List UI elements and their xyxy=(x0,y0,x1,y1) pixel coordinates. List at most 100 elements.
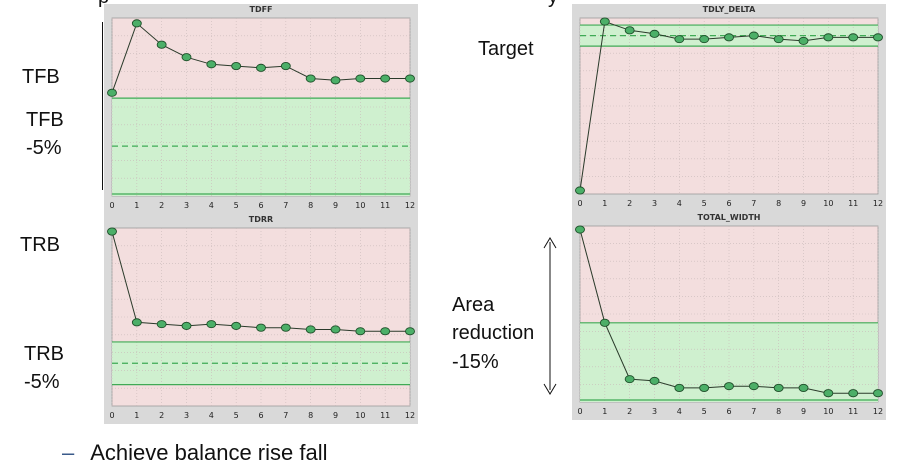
x-tick-label: 8 xyxy=(776,407,781,416)
x-tick-label: 2 xyxy=(627,407,632,416)
data-point xyxy=(405,327,415,336)
data-point xyxy=(599,318,610,327)
x-tick-label: 9 xyxy=(801,407,806,416)
data-point xyxy=(575,225,585,234)
data-point xyxy=(231,62,242,71)
data-point xyxy=(674,383,685,392)
data-point xyxy=(156,40,167,49)
label-tfb-pct: -5% xyxy=(26,137,62,159)
data-point xyxy=(305,325,316,334)
x-tick-label: 9 xyxy=(333,411,338,420)
label-target: Target xyxy=(478,38,534,60)
label-area-pct: -15% xyxy=(452,351,499,373)
x-tick-label: 11 xyxy=(848,199,858,208)
bullet-text: Achieve balance rise fall xyxy=(90,440,328,465)
data-point xyxy=(280,62,291,71)
x-tick-label: 10 xyxy=(355,201,365,210)
x-tick-label: 12 xyxy=(873,199,883,208)
x-tick-label: 5 xyxy=(234,411,239,420)
x-tick-label: 10 xyxy=(823,407,833,416)
data-point xyxy=(699,383,710,392)
data-point xyxy=(748,382,759,391)
data-point xyxy=(181,53,192,62)
x-tick-label: 8 xyxy=(308,201,313,210)
data-point xyxy=(674,35,685,44)
chart-svg: 0 1 2 3 4 5 6 7 8 9 10 11 12 xyxy=(107,17,415,210)
data-point xyxy=(773,35,784,44)
chart-title: TDLY_DELTA xyxy=(702,5,756,14)
chart-title: TDFF xyxy=(249,5,273,14)
label-trb-pct: -5% xyxy=(24,371,60,393)
x-tick-label: 11 xyxy=(848,407,858,416)
x-tick-label: 7 xyxy=(283,411,288,420)
x-tick-label: 2 xyxy=(627,199,632,208)
data-point xyxy=(873,33,883,42)
data-point xyxy=(206,60,217,69)
x-tick-label: 6 xyxy=(726,199,731,208)
x-tick-label: 9 xyxy=(801,199,806,208)
label-tfb: TFB xyxy=(22,66,60,88)
data-point xyxy=(231,321,242,330)
data-point xyxy=(798,383,809,392)
tfb-bracket-line xyxy=(102,22,103,190)
label-trb: TRB xyxy=(20,234,60,256)
data-point xyxy=(649,29,660,38)
data-point xyxy=(256,323,266,332)
x-tick-label: 12 xyxy=(873,407,883,416)
chart-panel-total-width: TOTAL_WIDTH 0 1 2 3 4 5 6 7 8 9 10 11 12 xyxy=(572,212,886,420)
x-tick-label: 1 xyxy=(602,199,607,208)
data-point xyxy=(575,186,585,195)
x-tick-label: 10 xyxy=(355,411,365,420)
data-point xyxy=(624,375,635,384)
x-tick-label: 4 xyxy=(209,411,214,420)
x-tick-label: 7 xyxy=(751,199,756,208)
data-point xyxy=(798,36,809,45)
data-point xyxy=(305,74,316,83)
data-point xyxy=(823,33,834,42)
x-tick-label: 3 xyxy=(184,201,189,210)
x-tick-label: 8 xyxy=(308,411,313,420)
data-point xyxy=(649,376,660,385)
x-tick-label: 10 xyxy=(823,199,833,208)
data-point xyxy=(107,88,117,97)
x-tick-label: 5 xyxy=(234,201,239,210)
chart-svg: 0 1 2 3 4 5 6 7 8 9 10 11 12 xyxy=(575,225,883,416)
bullet-point: – Achieve balance rise fall xyxy=(62,440,328,466)
x-tick-label: 6 xyxy=(258,411,263,420)
x-tick-label: 3 xyxy=(184,411,189,420)
x-tick-label: 12 xyxy=(405,201,415,210)
data-point xyxy=(724,382,734,391)
data-point xyxy=(131,19,142,28)
data-point xyxy=(131,318,142,327)
x-tick-label: 0 xyxy=(577,199,582,208)
data-point xyxy=(848,33,859,42)
x-tick-label: 0 xyxy=(577,407,582,416)
data-point xyxy=(330,76,341,85)
x-tick-label: 3 xyxy=(652,199,657,208)
chart-svg: 0 1 2 3 4 5 6 7 8 9 10 11 12 xyxy=(575,17,883,208)
data-point xyxy=(206,320,217,329)
chart-svg: 0 1 2 3 4 5 6 7 8 9 10 11 12 xyxy=(107,227,415,420)
chart-title: TOTAL_WIDTH xyxy=(697,213,761,222)
x-tick-label: 6 xyxy=(258,201,263,210)
x-tick-label: 8 xyxy=(776,199,781,208)
data-point xyxy=(156,320,167,329)
label-trb-minus: TRB xyxy=(24,343,64,365)
x-tick-label: 12 xyxy=(405,411,415,420)
cut-header-left: p xyxy=(98,0,109,9)
data-point xyxy=(380,327,391,336)
data-point xyxy=(107,227,117,236)
chart-panel-tdly-delta: TDLY_DELTA 0 1 2 3 4 5 6 7 8 9 10 11 12 xyxy=(572,4,886,212)
data-point xyxy=(181,321,192,330)
chart-title: TDRR xyxy=(248,215,274,224)
data-point xyxy=(699,35,710,44)
data-point xyxy=(256,63,266,72)
cut-header-right: y xyxy=(548,0,558,9)
x-tick-label: 1 xyxy=(134,201,139,210)
label-area: Area xyxy=(452,294,495,316)
bullet-dash: – xyxy=(62,440,75,465)
x-tick-label: 7 xyxy=(283,201,288,210)
data-point xyxy=(380,74,391,83)
x-tick-label: 2 xyxy=(159,411,164,420)
x-tick-label: 0 xyxy=(109,201,114,210)
